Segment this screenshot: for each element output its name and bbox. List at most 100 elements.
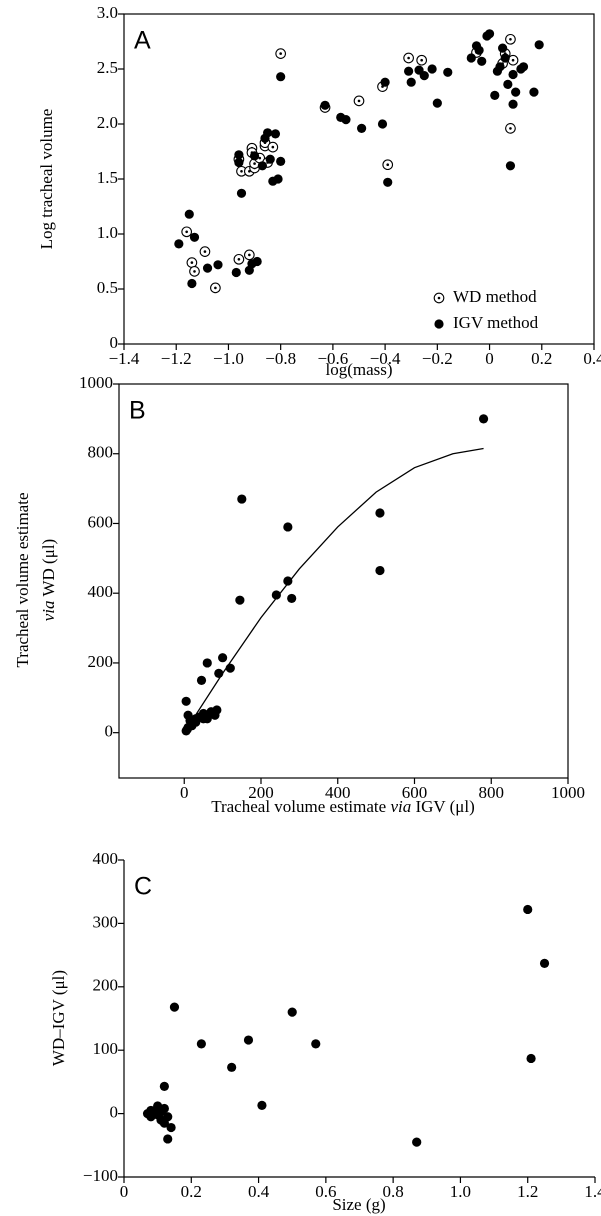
y-tick-label: 100 xyxy=(93,1039,119,1058)
data-point-center xyxy=(279,52,282,55)
data-point xyxy=(243,249,255,261)
y-tick-label: 0 xyxy=(110,1103,119,1122)
legend-label: IGV method xyxy=(453,313,539,332)
fit-curve xyxy=(183,447,484,734)
data-point xyxy=(257,161,267,171)
data-point xyxy=(263,128,273,138)
y-tick-label: 3.0 xyxy=(97,3,118,22)
panel-label: A xyxy=(134,27,151,55)
data-point xyxy=(181,696,191,706)
y-tick-label: 2.0 xyxy=(97,113,118,132)
x-tick-label: −1.4 xyxy=(109,349,140,368)
x-tick-label: 0 xyxy=(485,349,494,368)
x-tick-label: −0.6 xyxy=(317,349,348,368)
legend-marker xyxy=(434,319,444,329)
data-point xyxy=(341,115,351,125)
data-point xyxy=(275,48,287,59)
y-axis-label: WD–IGV (μl) xyxy=(49,970,68,1066)
data-point xyxy=(283,522,293,532)
data-point xyxy=(498,43,508,53)
x-tick-label: 1.4 xyxy=(584,1182,601,1201)
data-point xyxy=(196,675,207,685)
data-point xyxy=(243,1035,254,1045)
data-point-center xyxy=(253,162,256,165)
x-tick-label: 0 xyxy=(180,783,189,802)
x-tick-label: −0.8 xyxy=(265,349,296,368)
y-tick-label: 800 xyxy=(88,443,114,462)
data-point-center xyxy=(203,250,207,253)
x-tick-label: 0.4 xyxy=(248,1182,270,1201)
data-point xyxy=(320,100,330,110)
data-point xyxy=(235,595,245,605)
panel-label: B xyxy=(129,397,146,425)
data-point xyxy=(199,246,211,257)
data-point xyxy=(529,87,539,97)
data-point xyxy=(159,1103,169,1114)
data-point xyxy=(236,188,247,198)
x-tick-label: −0.2 xyxy=(422,349,453,368)
data-point xyxy=(210,282,221,294)
data-point xyxy=(403,52,414,64)
data-point xyxy=(419,71,429,81)
x-tick-label: 0.8 xyxy=(383,1182,404,1201)
data-point xyxy=(443,67,453,77)
data-point xyxy=(276,72,286,82)
x-tick-label: 0 xyxy=(120,1182,129,1201)
data-point-center xyxy=(258,156,262,160)
data-point xyxy=(380,77,390,87)
data-point xyxy=(233,253,245,265)
y-tick-label: 200 xyxy=(93,976,119,995)
data-point-center xyxy=(357,99,361,103)
x-tick-label: 1.2 xyxy=(517,1182,538,1201)
y-tick-label: 200 xyxy=(88,652,114,671)
legend-marker-center xyxy=(437,296,441,300)
y-axis-label-part: WD (μl) xyxy=(39,539,58,601)
data-point-center xyxy=(407,56,410,60)
data-point xyxy=(189,266,200,277)
data-point xyxy=(227,1062,237,1072)
y-tick-label: 400 xyxy=(88,582,114,601)
data-point xyxy=(505,33,516,45)
data-point xyxy=(416,54,428,66)
data-point xyxy=(478,414,489,424)
data-point xyxy=(166,1122,176,1133)
data-point-center xyxy=(248,253,251,257)
data-point-center xyxy=(237,258,241,261)
y-axis-label-part: Tracheal volume estimate xyxy=(13,493,32,668)
data-point-center xyxy=(509,127,512,130)
data-point xyxy=(477,56,487,66)
data-point-center xyxy=(509,38,512,41)
data-point xyxy=(234,150,244,160)
data-point xyxy=(265,154,275,164)
data-point xyxy=(202,263,213,273)
data-point xyxy=(218,653,228,663)
data-point xyxy=(353,95,365,107)
data-point xyxy=(432,98,442,108)
plot-frame xyxy=(118,383,569,779)
x-axis-label: log(mass) xyxy=(325,360,392,379)
data-point xyxy=(169,1002,180,1012)
y-tick-label: 300 xyxy=(93,912,119,931)
data-point-center xyxy=(190,261,194,264)
y-tick-label: 1000 xyxy=(79,373,113,392)
x-tick-label: 0.4 xyxy=(583,349,601,368)
data-point xyxy=(267,141,279,153)
x-tick-label: 1000 xyxy=(551,783,585,802)
data-point xyxy=(505,161,516,171)
y-axis-label: via WD (μl) xyxy=(39,539,58,621)
data-point xyxy=(539,958,550,968)
data-point-center xyxy=(420,58,423,62)
y-tick-label: −100 xyxy=(83,1166,118,1185)
data-point xyxy=(287,1007,297,1017)
data-point xyxy=(382,159,394,171)
data-point xyxy=(234,157,244,168)
legend-label: WD method xyxy=(453,287,537,306)
data-point xyxy=(249,151,260,161)
data-point-center xyxy=(193,270,196,273)
x-tick-label: 1.0 xyxy=(450,1182,471,1201)
x-tick-label: 400 xyxy=(325,783,351,802)
y-axis-label: Tracheal volume estimate xyxy=(13,493,32,668)
y-tick-label: 400 xyxy=(93,849,119,868)
data-point xyxy=(202,714,212,724)
